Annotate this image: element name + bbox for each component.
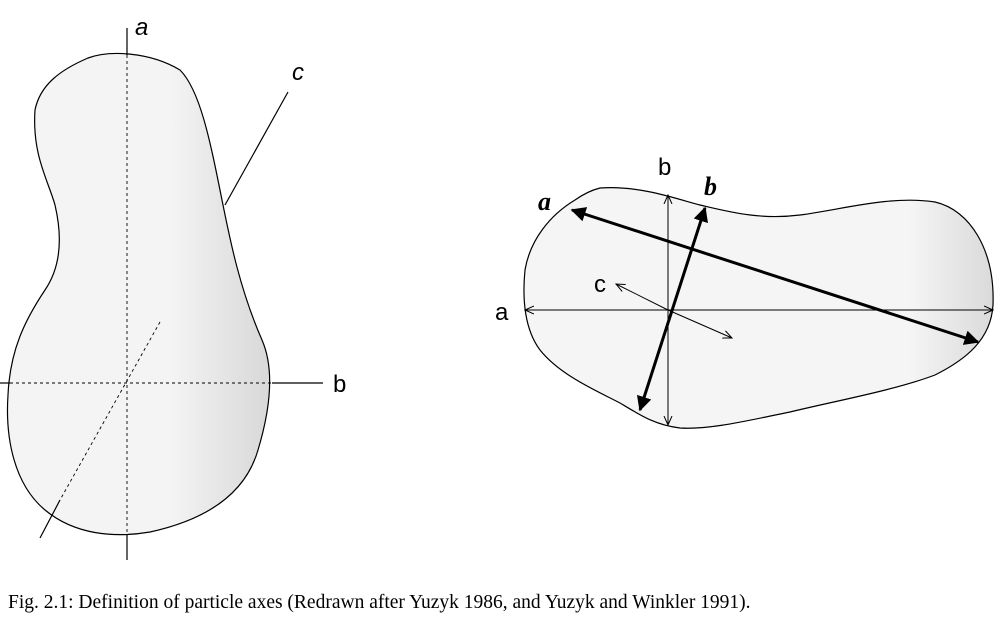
left-axis-c-dashed: [59, 321, 161, 501]
right-label-bold-a: a: [538, 187, 551, 216]
right-label-a: a: [495, 299, 509, 326]
left-axis-c-lower: [39, 499, 61, 539]
left-axis-c-upper: [224, 91, 289, 206]
right-label-bold-b: b: [704, 172, 717, 201]
left-label-b: b: [333, 371, 346, 398]
left-particle-outline: [6, 52, 271, 536]
right-bold-axis-b: [636, 206, 709, 412]
right-label-c: c: [594, 271, 606, 298]
left-label-a: a: [135, 14, 148, 41]
right-label-b: b: [658, 154, 671, 181]
figure-caption: Fig. 2.1: Definition of particle axes (R…: [8, 592, 751, 613]
right-particle: a b c a b: [495, 154, 994, 429]
left-particle: a b c: [0, 14, 346, 560]
left-label-c: c: [292, 59, 304, 86]
right-particle-outline: [523, 187, 994, 429]
